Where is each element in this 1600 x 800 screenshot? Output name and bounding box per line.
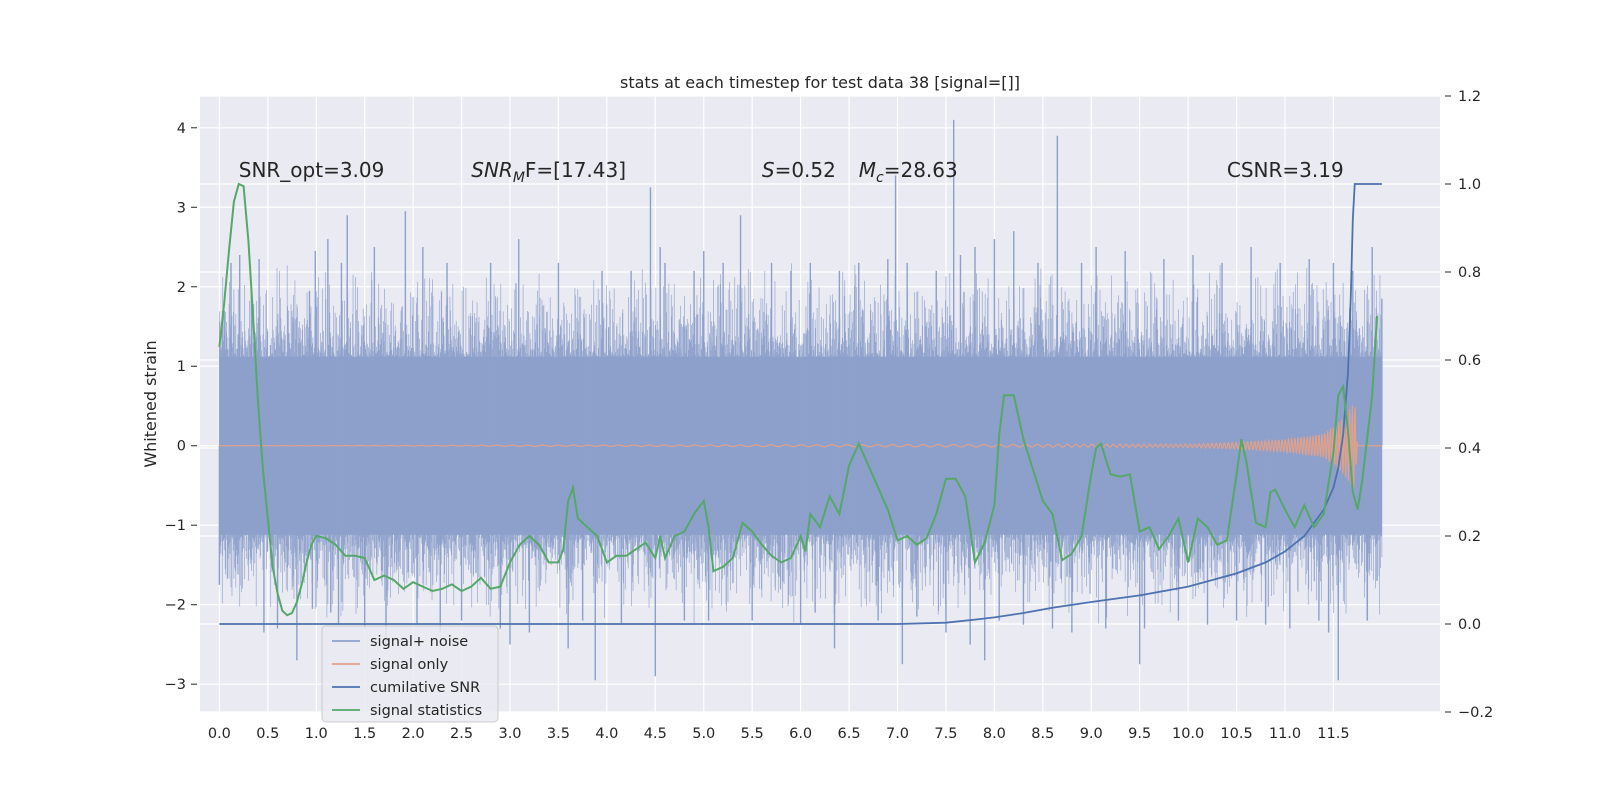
signal-only-line [219,405,1382,488]
x-tick-label: 2.5 [450,726,473,742]
y-tick-label: 4 [177,121,186,137]
x-tick-label: 6.0 [789,726,812,742]
x-tick-label: 11.5 [1317,726,1349,742]
y-tick-label: 0 [177,439,186,455]
y2-tick-label: 1.0 [1458,177,1481,193]
annotation-text: SNR_opt=3.09 [239,158,385,182]
annotation-text: S=0.52 [762,158,836,182]
annotations: SNR_opt=3.09 SNRMF=[17.43] S=0.52 Mc=28.63 C… [239,158,1344,186]
legend-label: cumilative SNR [370,680,480,696]
y2-tick-label: 0.0 [1458,617,1481,633]
legend-box [321,625,499,723]
legend-label: signal only [370,657,449,673]
x-tick-label: 3.5 [547,726,570,742]
x-tick-label: 8.0 [983,726,1006,742]
x-tick-label: 5.0 [692,726,715,742]
y2-tick-label: −0.2 [1458,705,1493,721]
y2-tick-label: 1.2 [1458,89,1481,105]
annotation-value: F=[17.43] [525,158,626,182]
chart-title: stats at each timestep for test data 38 … [620,73,1020,92]
x-tick-label: 10.5 [1220,726,1252,742]
x-tick-label: 8.5 [1031,726,1054,742]
cumulative-snr-line [219,183,1382,625]
y2-tick-label: 0.4 [1458,441,1481,457]
x-tick-label: 11.0 [1269,726,1301,742]
y-tick-label: −2 [165,598,186,614]
annotation-text: Mc=28.63 [859,158,958,186]
x-tick-label: 10.0 [1172,726,1204,742]
annotation-value: =28.63 [884,158,958,182]
x-tick-label: 4.0 [595,726,618,742]
x-tick-label: 9.0 [1080,726,1103,742]
annotation-symbol: SNR [471,158,513,182]
annotation-subscript: M [513,170,525,186]
y-axis-label: Whitened strain [141,340,160,467]
x-tick-label: 2.0 [402,726,425,742]
annotation-subscript: c [876,170,884,186]
x-tick-label: 6.5 [838,726,861,742]
signal-statistics-line [218,182,1379,617]
x-tick-label: 0.0 [208,726,231,742]
x-tick-label: 1.5 [353,726,376,742]
annotation-text: SNRMF=[17.43] [471,158,626,186]
y2-tick-label: 0.2 [1458,529,1481,545]
x-tick-label: 7.0 [886,726,909,742]
x-tick-label: 5.5 [741,726,764,742]
y2-tick-label: 0.6 [1458,353,1481,369]
y-tick-label: 2 [177,280,186,296]
plot-marks [218,119,1383,681]
legend-label: signal statistics [370,703,482,719]
axes: 0.0 0.5 1.0 1.5 2.0 2.5 3.0 3.5 4.0 4.5 5.0 5.5 6.0 6… [165,89,1494,742]
annotation-text: CSNR=3.19 [1227,158,1344,182]
x-tick-label: 3.0 [498,726,521,742]
y-tick-label: −1 [165,518,186,534]
legend: signal+ noise signal only cumilative SNR si… [321,625,499,723]
y2-tick-label: 0.8 [1458,265,1481,281]
y-tick-label: −3 [165,677,186,693]
x-tick-label: 1.0 [305,726,328,742]
y-tick-label: 3 [177,200,186,216]
annotation-value: =0.52 [775,158,836,182]
x-tick-label: 4.5 [644,726,667,742]
annotation-symbol: S [762,158,775,182]
x-tick-label: 9.5 [1128,726,1151,742]
x-tick-label: 0.5 [256,726,279,742]
annotation-symbol: M [859,158,876,182]
x-tick-label: 7.5 [934,726,957,742]
legend-label: signal+ noise [370,634,468,650]
y-tick-label: 1 [177,359,186,375]
